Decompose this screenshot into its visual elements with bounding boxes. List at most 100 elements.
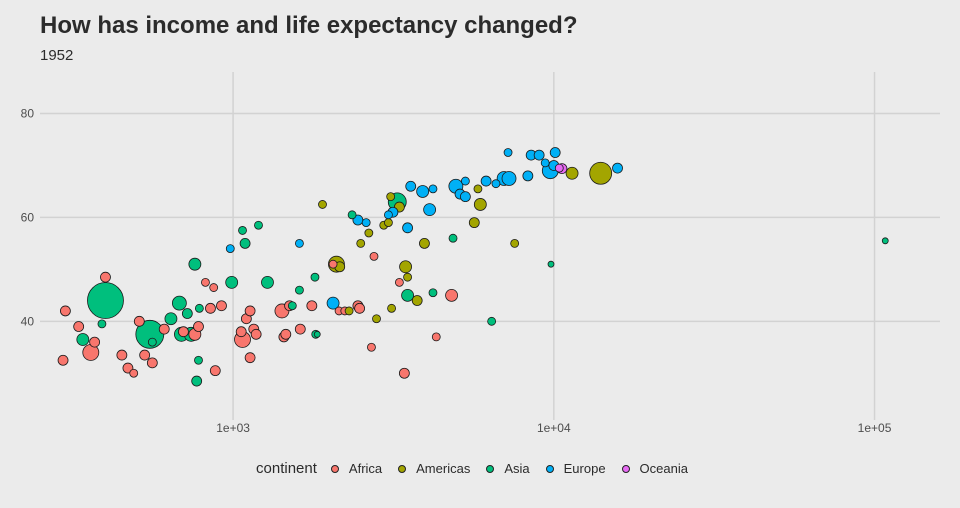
data-point-asia [181, 308, 193, 319]
x-tick-label: 1e+04 [537, 421, 571, 435]
data-point-asia [261, 275, 274, 289]
data-point-europe [361, 218, 371, 228]
data-point-africa [146, 357, 158, 369]
data-point-africa [209, 283, 219, 292]
data-point-oceania [554, 163, 564, 173]
legend-label: Asia [504, 461, 530, 476]
data-point-africa [445, 288, 458, 302]
data-point-asia [881, 237, 889, 245]
data-point-asia [188, 257, 202, 271]
legend-label: Africa [348, 461, 383, 476]
y-tick-label: 60 [21, 210, 35, 224]
legend-title: continent [256, 460, 317, 477]
data-point-africa [133, 315, 145, 327]
data-point-africa [394, 277, 404, 287]
data-point-africa [89, 336, 101, 348]
data-point-africa [201, 277, 210, 287]
legend-item-americas: Americas [398, 461, 470, 476]
data-point-americas [468, 217, 480, 229]
y-tick-labels: 40 60 80 [21, 107, 35, 329]
data-point-americas [372, 314, 381, 324]
legend-swatch [486, 464, 495, 473]
x-tick-label: 1e+05 [858, 421, 892, 435]
legend-label: Oceania [639, 461, 688, 476]
data-point-asia [164, 312, 178, 326]
data-point-africa [216, 300, 227, 312]
legend-label: Americas [416, 461, 471, 476]
data-point-americas [386, 192, 396, 202]
data-point-asia [76, 333, 90, 346]
data-point-asia [547, 260, 555, 268]
chart-title: How has income and life expectancy chang… [40, 12, 578, 39]
data-point-americas [318, 200, 327, 209]
data-point-americas [387, 303, 396, 313]
data-point-europe [459, 191, 471, 203]
grid [40, 72, 940, 420]
data-point-africa [294, 323, 306, 335]
data-point-europe [416, 185, 430, 198]
data-point-americas [403, 272, 412, 282]
legend-item-europe: Europe [545, 461, 606, 476]
data-point-europe [491, 179, 501, 189]
data-point-americas [356, 239, 366, 248]
data-point-africa [367, 342, 376, 352]
data-point-americas [565, 166, 579, 180]
data-point-asia [239, 238, 251, 249]
data-point-europe [295, 239, 304, 248]
data-point-europe [501, 171, 517, 186]
data-point-asia [448, 233, 458, 243]
data-point-africa [178, 326, 189, 338]
data-point-asia [295, 285, 304, 295]
data-point-africa [280, 328, 292, 340]
data-point-americas [364, 228, 374, 238]
data-point-americas [419, 238, 430, 249]
data-point-americas [473, 198, 487, 211]
data-point-asia [254, 220, 263, 230]
chart-subtitle: 1952 [40, 47, 74, 64]
data-point-asia [147, 337, 157, 347]
data-point-asia [238, 226, 247, 235]
data-point-asia [487, 316, 497, 326]
data-point-africa [129, 368, 139, 378]
data-point-europe [423, 203, 437, 217]
data-point-americas [344, 306, 354, 316]
data-point-africa [100, 271, 111, 283]
data-point-americas [510, 239, 520, 248]
data-point-asia [225, 275, 239, 289]
y-tick-label: 80 [21, 107, 35, 121]
data-point-asia [313, 330, 321, 338]
x-tick-label: 1e+03 [216, 421, 250, 435]
data-point-asia [87, 282, 124, 319]
data-point-europe [480, 175, 492, 187]
data-point-africa [205, 302, 216, 314]
data-point-africa [328, 259, 338, 269]
data-point-africa [235, 326, 247, 338]
legend-item-asia: Asia [486, 461, 530, 476]
legend-item-africa: Africa [330, 461, 383, 476]
data-point-europe [384, 210, 393, 220]
data-point-africa [306, 300, 318, 312]
data-point-africa [158, 323, 170, 335]
data-point-africa [398, 367, 410, 379]
data-point-africa [431, 332, 441, 342]
data-point-africa [244, 352, 256, 364]
data-point-europe [540, 158, 550, 168]
data-point-asia [347, 210, 357, 220]
legend-swatch [621, 464, 630, 473]
legend-swatch [398, 464, 407, 473]
data-point-africa [59, 305, 71, 317]
data-point-americas [411, 295, 423, 306]
data-point-asia [171, 295, 187, 311]
data-point-asia [310, 272, 320, 282]
legend-swatch [330, 464, 339, 473]
legend: continent Africa Americas Asia Europe Oc… [0, 460, 960, 477]
data-point-europe [612, 162, 623, 174]
data-point-asia [401, 288, 414, 302]
data-points [57, 147, 889, 387]
data-point-africa [73, 321, 85, 332]
legend-item-oceania: Oceania [621, 461, 688, 476]
data-point-europe [225, 244, 235, 253]
data-point-africa [139, 349, 151, 361]
data-point-africa [354, 302, 366, 314]
